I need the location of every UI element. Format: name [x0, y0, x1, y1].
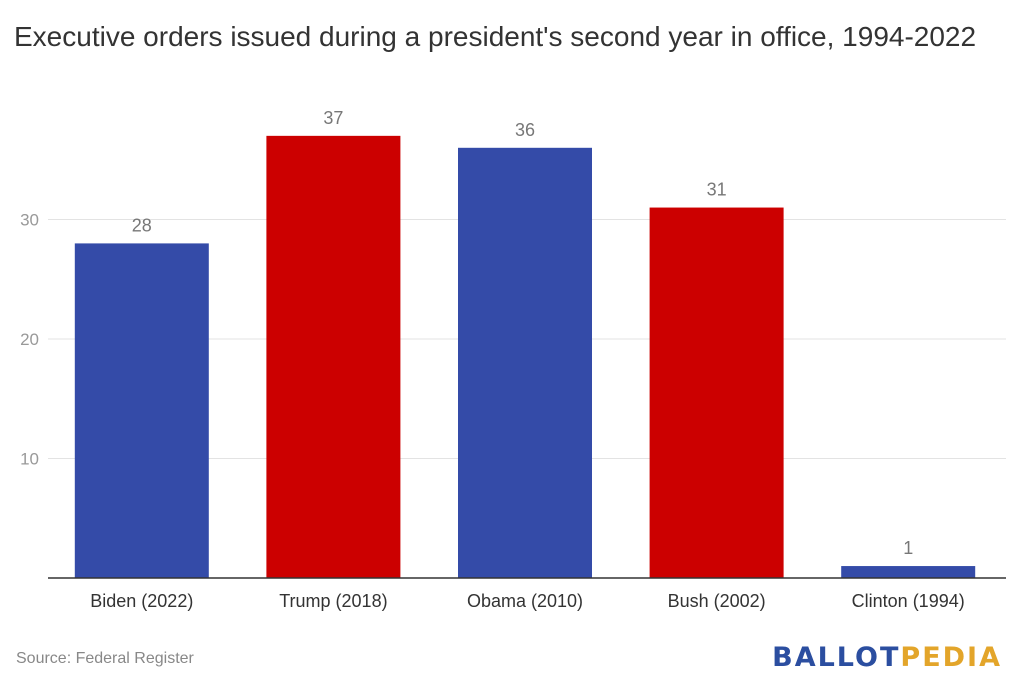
x-tick-label: Obama (2010) — [467, 591, 583, 611]
x-tick-label: Bush (2002) — [668, 591, 766, 611]
logo-part-pedia: PEDIA — [900, 642, 1002, 673]
logo-part-ballot: BALLOT — [772, 642, 901, 673]
bar-value-label: 36 — [515, 120, 535, 140]
x-tick-label: Trump (2018) — [279, 591, 387, 611]
y-tick-label: 30 — [20, 211, 39, 230]
bar-value-label: 37 — [323, 108, 343, 128]
bar — [74, 243, 209, 578]
x-tick-label: Biden (2022) — [90, 591, 193, 611]
bar — [841, 566, 976, 578]
y-tick-label: 10 — [20, 450, 39, 469]
chart-title: Executive orders issued during a preside… — [14, 21, 977, 52]
bar-value-label: 1 — [903, 538, 913, 558]
ballotpedia-logo: BALLOTPEDIA — [772, 642, 1002, 673]
bar — [649, 207, 784, 579]
bar-value-label: 31 — [707, 180, 727, 200]
bar-chart: 10 20 30 28 Biden (2022) 37 Trump (2018) 36 Obam… — [20, 108, 1006, 611]
source-note: Source: Federal Register — [16, 650, 194, 667]
bar — [266, 135, 401, 578]
y-tick-label: 20 — [20, 330, 39, 349]
x-tick-label: Clinton (1994) — [852, 591, 965, 611]
bar — [458, 147, 592, 579]
bar-value-label: 28 — [132, 215, 152, 235]
